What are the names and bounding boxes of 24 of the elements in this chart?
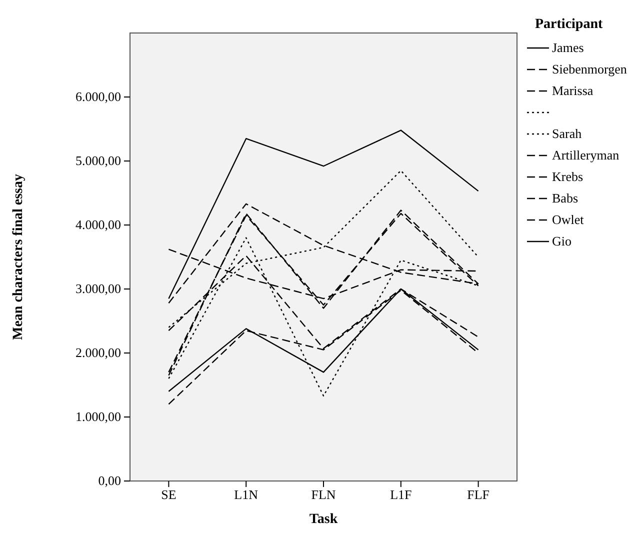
- legend-label: Babs: [552, 190, 578, 206]
- legend-label: Artilleryman: [552, 148, 620, 162]
- x-tick-label: FLF: [467, 487, 490, 502]
- x-tick-label: SE: [161, 487, 176, 502]
- legend-label: Krebs: [552, 169, 584, 184]
- legend-label: Sarah: [552, 126, 582, 141]
- legend-label: Owlet: [552, 212, 584, 227]
- x-axis-title: Task: [309, 512, 338, 527]
- legend-label: Gio: [552, 234, 572, 248]
- y-tick-label: 1.000,00: [76, 409, 121, 424]
- y-tick-label: 5.000,00: [76, 153, 121, 168]
- legend-label: James: [552, 40, 584, 55]
- x-tick-label: FLN: [311, 487, 336, 502]
- legend-title: Participant: [535, 17, 603, 32]
- x-tick-label: L1F: [390, 487, 412, 502]
- y-tick-label: 2.000,00: [76, 345, 121, 360]
- y-tick-label: 0,00: [98, 473, 121, 488]
- y-tick-label: 3.000,00: [76, 281, 121, 296]
- x-tick-label: L1N: [234, 487, 259, 502]
- y-tick-label: 6.000,00: [76, 89, 121, 104]
- y-axis-title: Mean characters final essay: [11, 174, 26, 340]
- legend-label: Siebenmorgen: [552, 62, 628, 76]
- y-tick-label: 4.000,00: [76, 217, 121, 232]
- legend-label: Marissa: [552, 83, 594, 98]
